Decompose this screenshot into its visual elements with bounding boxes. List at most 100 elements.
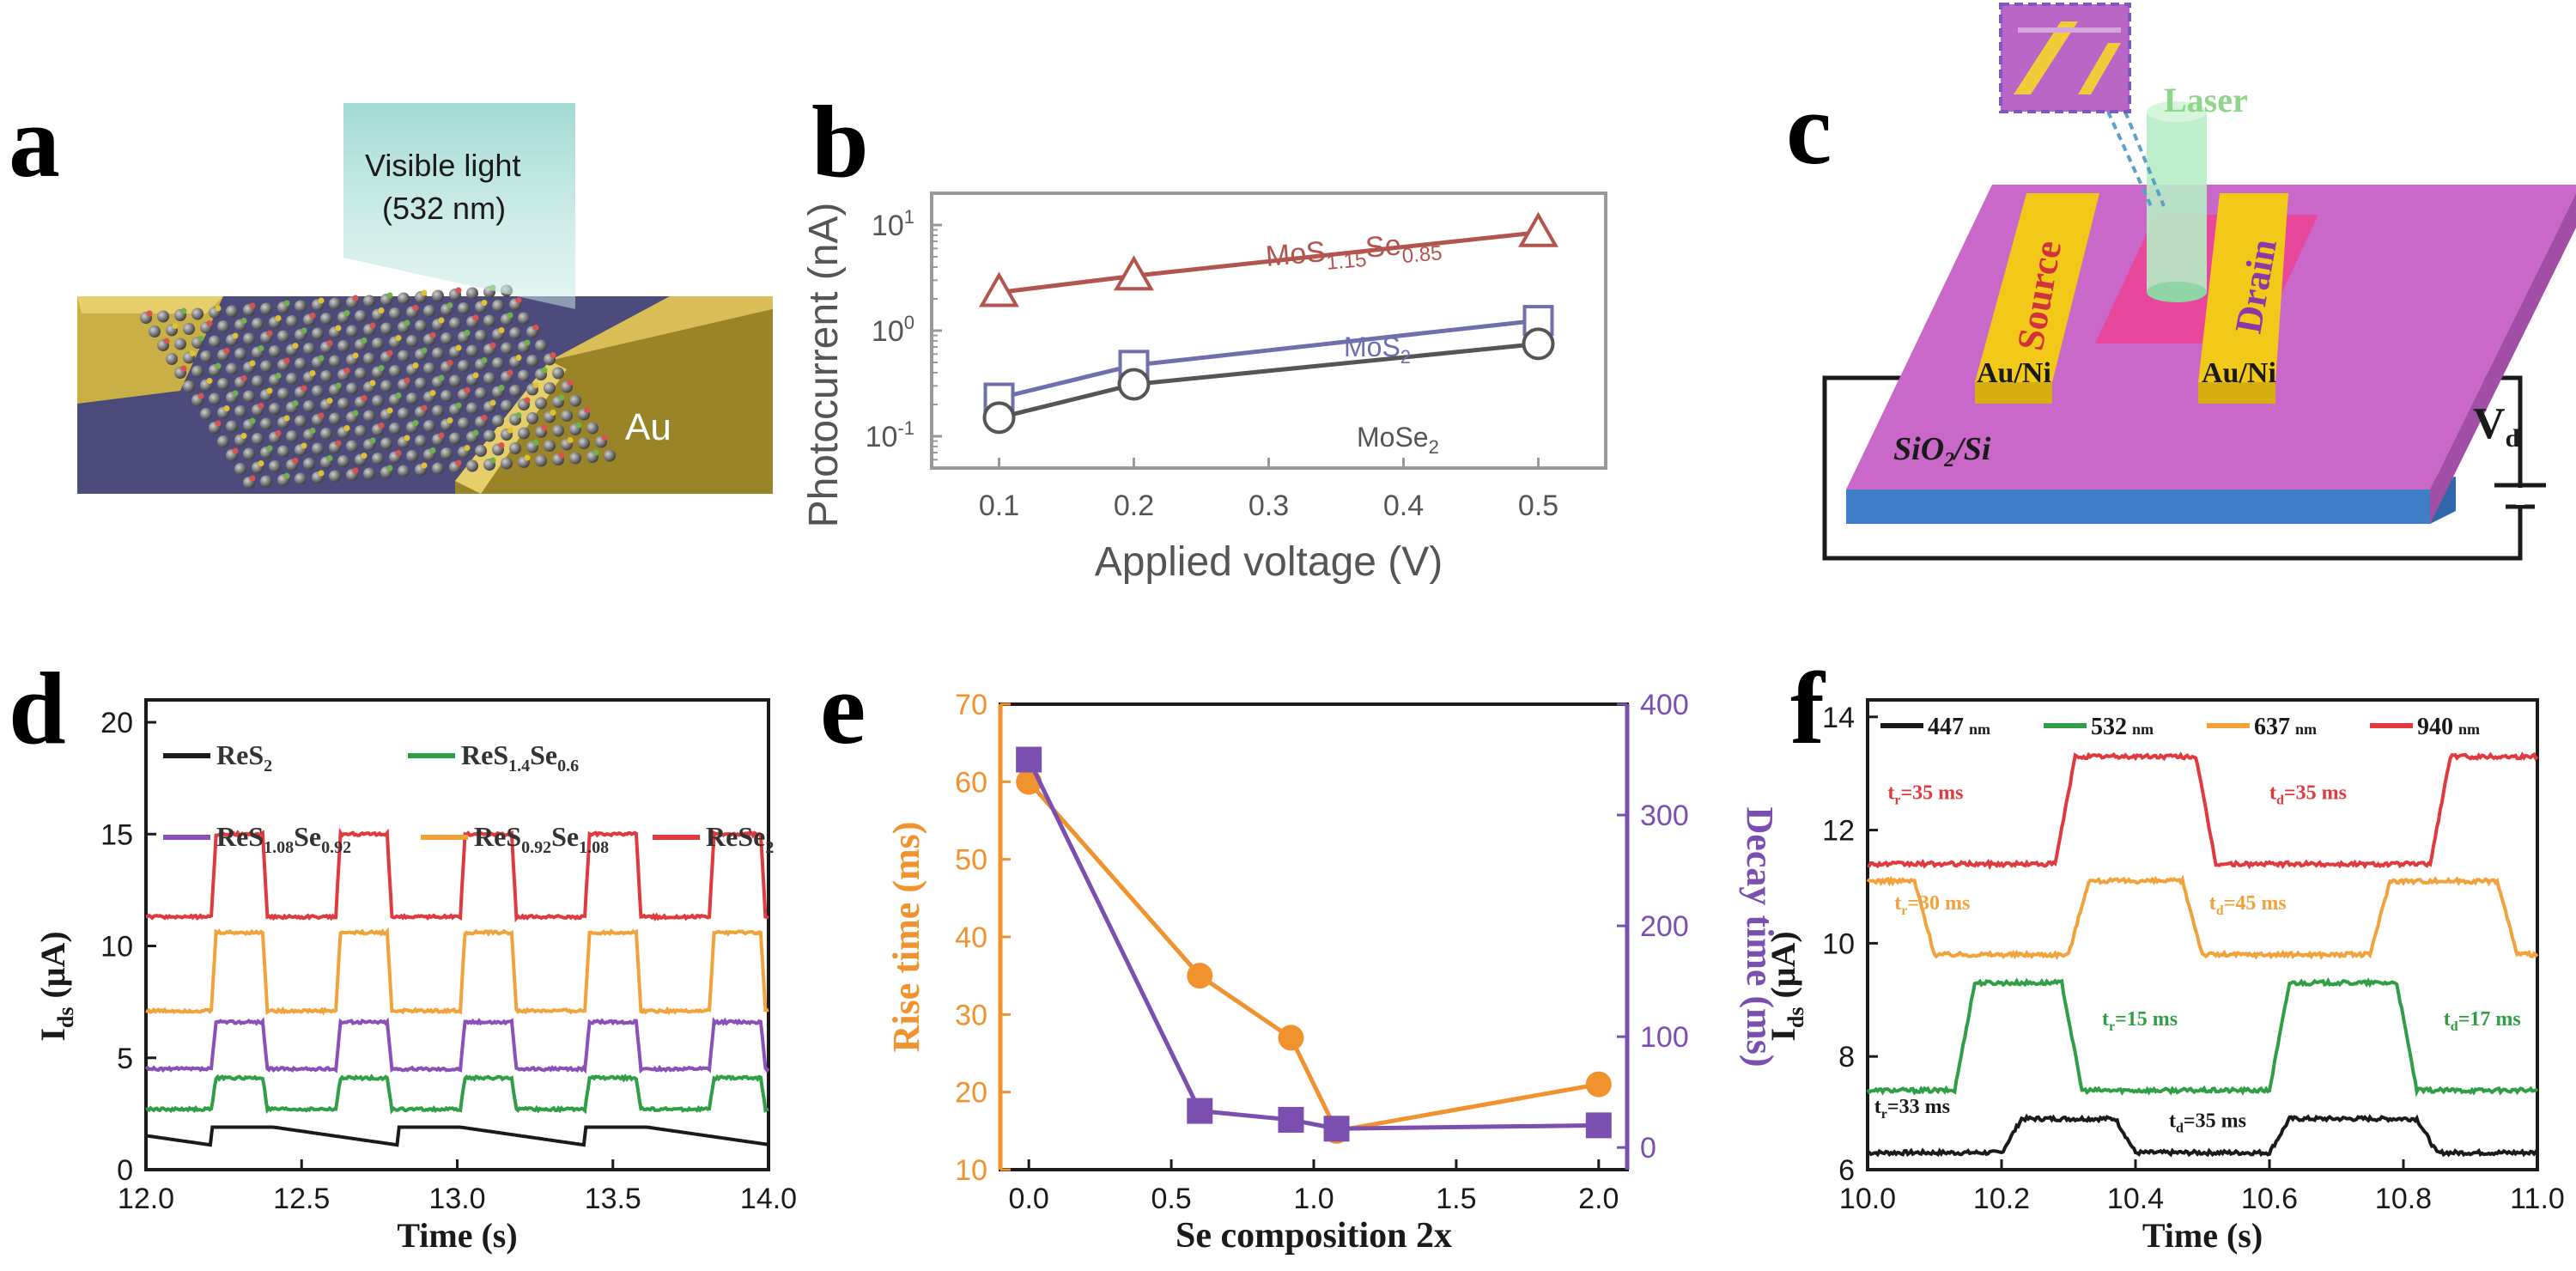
atom-dopant [481, 415, 488, 421]
atom-dopant [249, 302, 256, 309]
atom [295, 472, 307, 485]
atom [149, 325, 161, 338]
y-tick-label-right: 0 [1640, 1132, 1656, 1165]
atom [191, 307, 204, 320]
atom [449, 374, 461, 387]
wavelength-label: (532 nm) [382, 191, 506, 226]
atom [475, 330, 487, 342]
atom-dopant [258, 403, 264, 409]
x-tick-label: 13.0 [428, 1183, 485, 1215]
atom-dopant [335, 382, 342, 389]
atom-dopant [275, 430, 282, 436]
atom-dopant [455, 344, 462, 351]
panel-label-e: e [820, 651, 866, 765]
series-line [1027, 780, 1600, 1134]
x-tick-label: 11.0 [2510, 1183, 2565, 1215]
atom [200, 408, 212, 420]
atom-dopant [386, 292, 393, 299]
time-annotation: td=35 ms [2269, 781, 2347, 807]
time-annotation: tr=15 ms [2102, 1008, 2178, 1034]
data-point [1117, 368, 1151, 401]
atom [492, 357, 504, 369]
atom-dopant [429, 447, 436, 453]
atom [226, 305, 238, 318]
x-tick-label: 1.0 [1293, 1183, 1334, 1215]
atom-dopant [215, 420, 222, 427]
series-line [1866, 976, 2539, 1098]
y-tick-label: 12 [1822, 815, 1855, 848]
atom [372, 453, 384, 465]
atom [483, 372, 495, 385]
atom-dopant [361, 395, 368, 401]
y-axis-label: Ids (μA) [1764, 931, 1808, 1041]
atom-dopant [275, 315, 282, 321]
atom [535, 339, 547, 352]
y-tick-label: 101 [872, 206, 914, 242]
y-tick-label-left: 50 [955, 844, 987, 877]
atom [423, 362, 435, 374]
atom [295, 357, 307, 370]
atom-dopant [283, 472, 290, 479]
chart-d: 12.0 12.5 13.0 13.5 14.0 0 5 10 15 20 Time (s) Ids … [33, 698, 797, 1255]
atom-dopant [343, 310, 350, 316]
atom [604, 449, 616, 462]
x-axis-label: Time (s) [397, 1216, 517, 1255]
y-tick-label-right: 300 [1640, 800, 1689, 832]
atom-dopant [326, 340, 333, 346]
x-tick-label: 0.1 [979, 490, 1019, 522]
atom-dopant [378, 365, 385, 371]
data-point [1187, 963, 1213, 989]
atom-dopant [223, 405, 230, 411]
x-tick-label: 0.4 [1383, 490, 1424, 522]
atom-dopant [455, 287, 462, 294]
atom [234, 348, 246, 360]
atom [389, 423, 401, 435]
atom-dopant [352, 467, 359, 474]
atom [423, 305, 435, 317]
chart-f: 10.0 10.2 10.4 10.6 10.8 11.0 6 8 10 12 14 Time (s)… [1764, 698, 2565, 1255]
series-line [145, 927, 769, 1016]
atom-dopant [447, 302, 453, 308]
atom [552, 424, 564, 437]
atom-dopant [352, 410, 359, 417]
legend-label: ReS2 [216, 739, 272, 775]
laser-label: Laser [2164, 81, 2248, 119]
atom-dopant [172, 323, 179, 329]
atom-dopant [180, 365, 187, 372]
atom-dopant [550, 352, 556, 358]
atom-dopant [421, 462, 428, 469]
atom [252, 318, 264, 330]
atom-dopant [515, 355, 522, 361]
atom-dopant [395, 335, 402, 341]
legend-label: ReS0.92Se1.08 [474, 821, 609, 857]
atom [406, 335, 418, 347]
atom [243, 390, 255, 403]
drain-electrode [2198, 193, 2288, 382]
atom-dopant [266, 445, 273, 452]
series-line [998, 318, 1539, 400]
atom [380, 380, 392, 392]
atom [535, 397, 547, 410]
atom [303, 343, 315, 355]
legend-label: 940 nm [2417, 714, 2480, 740]
plot-frame [1866, 698, 2539, 1171]
atom [389, 307, 401, 319]
substrate-label: SiO [1893, 431, 1944, 467]
atom [329, 355, 341, 368]
atom [200, 350, 212, 362]
atom-dopant [532, 440, 539, 446]
series-label: MoS2 [1344, 331, 1411, 368]
atom [535, 454, 547, 467]
atom-dopant [249, 360, 256, 367]
series-line [1867, 1113, 2539, 1158]
atom-dopant [498, 442, 505, 448]
y-tick-label: 20 [100, 707, 133, 739]
atom [578, 437, 590, 449]
atom [234, 405, 246, 417]
y-tick-label-right: 400 [1640, 689, 1689, 721]
atom-dopant [421, 347, 428, 354]
au-label: Au [625, 406, 671, 448]
atom-dopant [404, 377, 410, 384]
atom-dopant [215, 305, 222, 312]
atom [312, 327, 324, 340]
